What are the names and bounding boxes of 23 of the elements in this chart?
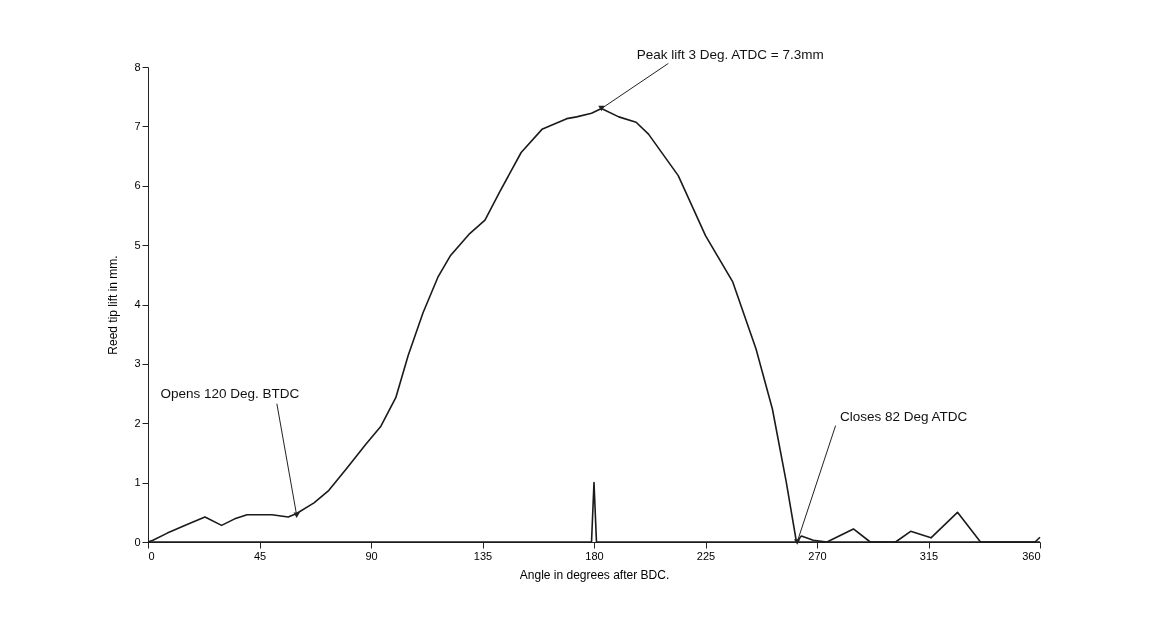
x-tick-label: 270 <box>808 549 827 562</box>
y-tick-label: 0 <box>134 535 141 548</box>
x-tick-label: 360 <box>1022 549 1041 562</box>
y-axis-title: Reed tip lift in mm. <box>106 255 121 355</box>
y-tick-label: 6 <box>134 179 141 192</box>
y-tick-label: 2 <box>134 416 141 429</box>
y-tick-label: 1 <box>134 476 141 489</box>
y-tick-label: 4 <box>134 298 141 310</box>
y-tick-label: 5 <box>134 238 141 251</box>
x-tick-label: 0 <box>148 549 155 562</box>
x-tick-label: 225 <box>696 549 716 562</box>
annotation: Peak lift 3 Deg. ATDC = 7.3mm <box>636 47 824 63</box>
x-tick-label: 180 <box>585 549 604 562</box>
x-tick-label: 315 <box>919 549 939 562</box>
x-tick-label: 45 <box>253 549 267 562</box>
annotation: Opens 120 Deg. BTDC <box>160 385 300 401</box>
annotation: Closes 82 Deg ATDC <box>840 409 968 425</box>
x-tick-label: 90 <box>365 549 378 562</box>
y-tick-label: 3 <box>134 357 141 370</box>
x-axis-title: Angle in degrees after BDC. <box>519 567 670 582</box>
y-tick-label: 7 <box>134 119 141 132</box>
x-tick-label: 135 <box>473 549 493 562</box>
y-tick-label: 8 <box>134 60 141 73</box>
